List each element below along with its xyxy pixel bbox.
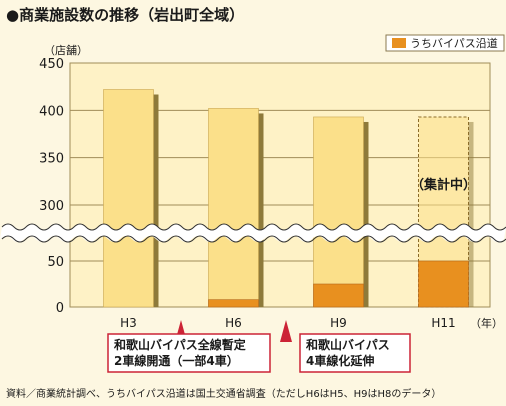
y-tick-label: 350 <box>39 152 64 167</box>
bar-shadow <box>153 94 159 307</box>
legend-swatch <box>392 38 406 48</box>
annotation-box <box>107 333 271 373</box>
y-axis-unit: （店舗） <box>44 43 88 57</box>
annotation-text: 4車線化延伸 <box>306 353 374 368</box>
y-tick-label: 300 <box>39 199 64 214</box>
bar-bypass <box>313 283 364 308</box>
bar-total <box>208 108 259 308</box>
axis-break-line <box>1 223 506 231</box>
x-tick-label: H6 <box>225 316 242 330</box>
x-tick-label: H9 <box>330 316 347 330</box>
annotation-box <box>299 333 411 373</box>
bar-total <box>313 116 364 308</box>
bar-bypass <box>418 260 469 308</box>
pending-label: （集計中） <box>411 177 476 193</box>
axis-break-band <box>0 224 506 242</box>
y-tick-label: 0 <box>56 301 64 316</box>
y-tick-label: 50 <box>47 255 64 270</box>
x-tick-label: H3 <box>120 316 137 330</box>
legend-label: うちバイパス沿道 <box>410 36 498 50</box>
bar-total <box>103 89 154 308</box>
y-tick-label: 400 <box>39 104 64 119</box>
bar-shadow <box>258 113 264 307</box>
annotation-text: 和歌山バイパス <box>305 337 390 352</box>
legend-box <box>385 34 505 52</box>
x-tick-label: H11 <box>431 316 455 330</box>
bar-shadow <box>363 121 369 308</box>
x-axis-unit: （年） <box>470 316 503 330</box>
chart-title: ●商業施設数の推移（岩出町全域） <box>6 6 245 24</box>
bar-shadow <box>468 121 474 308</box>
y-tick-label: 450 <box>39 57 64 72</box>
annotation-marker <box>280 320 292 342</box>
annotation-text: 2車線開通（一部4車） <box>114 353 239 368</box>
annotation-text: 和歌山バイパス全線暫定 <box>113 337 246 352</box>
source-footnote: 資料／商業統計調べ、うちバイパス沿道は国土交通省調査（ただしH6はH5、H9はH… <box>6 389 442 400</box>
axis-break-line <box>1 235 506 243</box>
bar-bypass <box>208 299 259 308</box>
